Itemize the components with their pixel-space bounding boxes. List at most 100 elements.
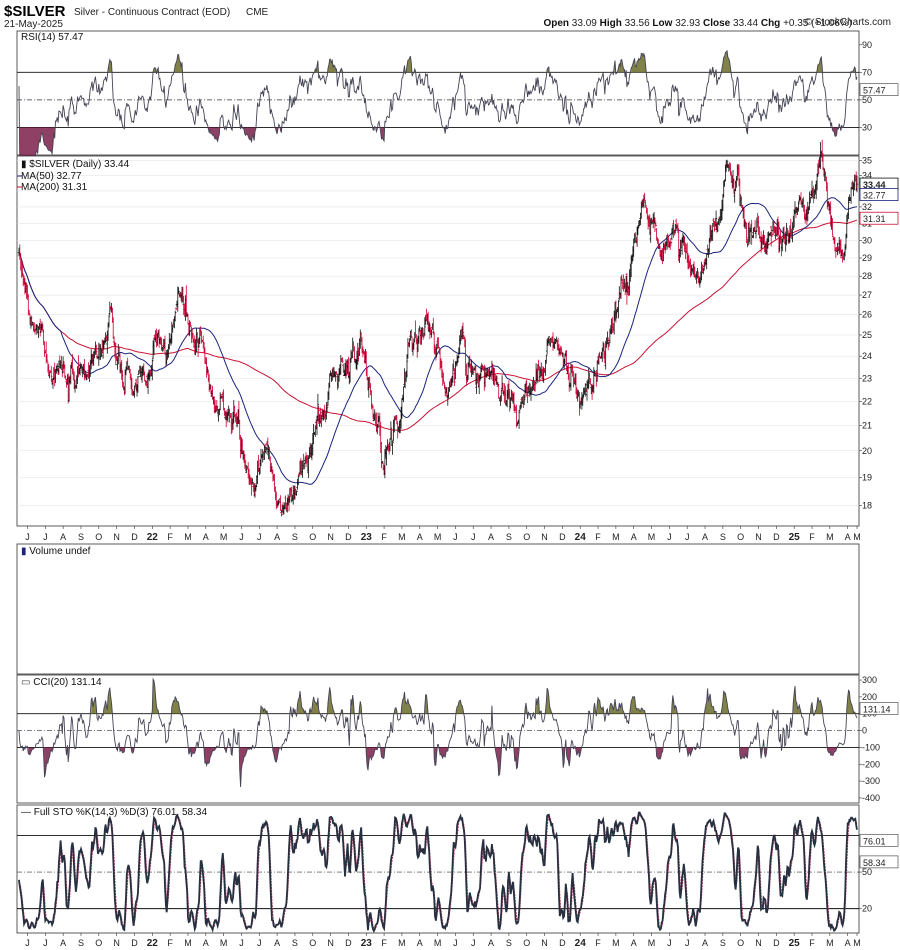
x-tick-label: M <box>184 532 192 542</box>
price-tick-label: 34 <box>862 170 872 180</box>
price-bar <box>632 238 635 257</box>
price-tick-label: 28 <box>862 271 872 281</box>
price-bar <box>714 210 718 230</box>
x-tick-label: A <box>417 532 423 542</box>
cci-tick-label: 0 <box>862 726 867 736</box>
price-tick-label: 26 <box>862 310 872 320</box>
rsi-tick-label: 30 <box>862 122 872 132</box>
x-tick-label: D <box>131 938 138 948</box>
x-tick-label: O <box>737 938 744 948</box>
price-bar <box>189 321 192 326</box>
price-bar <box>560 346 563 354</box>
price-bar <box>444 386 447 397</box>
price-bar <box>196 339 200 358</box>
cci-tick-label: 200 <box>862 692 877 702</box>
price-bar <box>809 197 812 204</box>
price-bar <box>526 386 529 403</box>
x-tick-label: M <box>648 938 656 948</box>
price-value-tag: 31.31 <box>863 214 886 224</box>
x-tick-label: A <box>60 532 66 542</box>
x-tick-label: O <box>95 532 102 542</box>
price-bar <box>453 368 456 387</box>
cci-label: ▭ CCI(20) 131.14 <box>21 677 102 688</box>
x-tick-label: S <box>78 938 84 948</box>
rsi-tick-label: 50 <box>862 95 872 105</box>
x-tick-label: F <box>167 532 173 542</box>
x-tick-label: J <box>667 532 672 542</box>
price-bar <box>831 218 834 236</box>
ohlc-readout: Open 33.09 High 33.56 Low 32.93 Close 33… <box>543 18 852 29</box>
x-tick-label: D <box>773 938 780 948</box>
price-bar <box>590 383 594 400</box>
x-tick-label: J <box>25 532 30 542</box>
exchange: CME <box>246 7 269 18</box>
price-bar <box>53 362 56 387</box>
price-bar <box>326 404 329 414</box>
volume-panel: ▮ Volume undef <box>16 543 860 675</box>
x-tick-label: J <box>685 532 690 542</box>
price-bar <box>316 393 320 422</box>
price-bar <box>705 253 708 270</box>
x-tick-label: F <box>595 938 601 948</box>
rsi-series-line <box>18 49 858 170</box>
x-tick-label: O <box>309 532 316 542</box>
price-bar <box>806 201 809 222</box>
x-tick-label: S <box>720 938 726 948</box>
price-bar <box>264 447 268 455</box>
price-tick-label: 19 <box>862 472 872 482</box>
x-tick-label: A <box>702 532 708 542</box>
x-tick-label: D <box>345 532 352 542</box>
x-tick-label: M <box>612 532 620 542</box>
price-bar <box>33 329 37 335</box>
x-tick-label: 22 <box>147 532 159 543</box>
price-bar <box>581 394 584 406</box>
x-tick-label: A <box>702 938 708 948</box>
x-tick-label: A <box>631 938 637 948</box>
x-tick-label: J <box>25 938 30 948</box>
x-tick-label: D <box>773 532 780 542</box>
x-tick-label: A <box>274 532 280 542</box>
x-tick-label: 23 <box>361 938 373 949</box>
rsi-label: RSI(14) 57.47 <box>21 32 84 43</box>
rsi-panel: RSI(14) 57.47 90 70 50 30 57.47 <box>16 30 899 170</box>
stoch-label: — Full STO %K(14,3) %D(3) 76.01, 58.34 <box>21 807 207 818</box>
price-bar <box>28 309 31 315</box>
x-tick-label: 25 <box>789 938 801 949</box>
price-tick-label: 21 <box>862 420 872 430</box>
x-tick-label: J <box>239 532 244 542</box>
price-legend: ▮ $SILVER (Daily) 33.44 MA(50) 32.77 MA(… <box>17 159 130 193</box>
price-bar <box>725 159 729 168</box>
price-bar <box>395 415 398 425</box>
price-bar <box>607 337 610 351</box>
x-tick-label: A <box>203 532 209 542</box>
price-bar <box>219 392 222 411</box>
x-tick-label: M <box>220 938 228 948</box>
x-tick-label: M <box>398 532 406 542</box>
x-tick-label: F <box>381 532 387 542</box>
stoch-k-line <box>18 811 858 934</box>
x-tick-label: O <box>737 532 744 542</box>
price-tick-label: 32 <box>862 202 872 212</box>
indicator-value-tag: 131.14 <box>863 704 891 714</box>
price-bar <box>143 371 146 382</box>
price-bar <box>151 359 154 381</box>
price-bar <box>95 344 98 355</box>
ohlc-chg-value: +0.35 (+1.06%) <box>783 18 852 29</box>
price-bar <box>676 223 680 234</box>
ohlc-open-value: 33.09 <box>572 18 597 29</box>
price-bar <box>797 201 800 212</box>
ohlc-close-value: 33.44 <box>733 18 758 29</box>
price-tick-label: 20 <box>862 446 872 456</box>
x-tick-label: O <box>309 938 316 948</box>
x-axis-bottom: J J A S O N D 22 F M A M J J A S O N D 23 F M A M J J A S O N D 24 F M A M J… <box>25 933 861 949</box>
symbol: $SILVER <box>4 3 66 20</box>
ohlc-low-value: 32.93 <box>675 18 700 29</box>
price-bar <box>500 389 503 402</box>
x-tick-label: S <box>292 938 298 948</box>
price-bar <box>483 366 487 388</box>
x-tick-label: O <box>95 938 102 948</box>
x-tick-label: F <box>595 532 601 542</box>
x-tick-label: S <box>78 532 84 542</box>
x-tick-label: A <box>417 938 423 948</box>
ohlc-open-label: Open <box>543 18 571 29</box>
